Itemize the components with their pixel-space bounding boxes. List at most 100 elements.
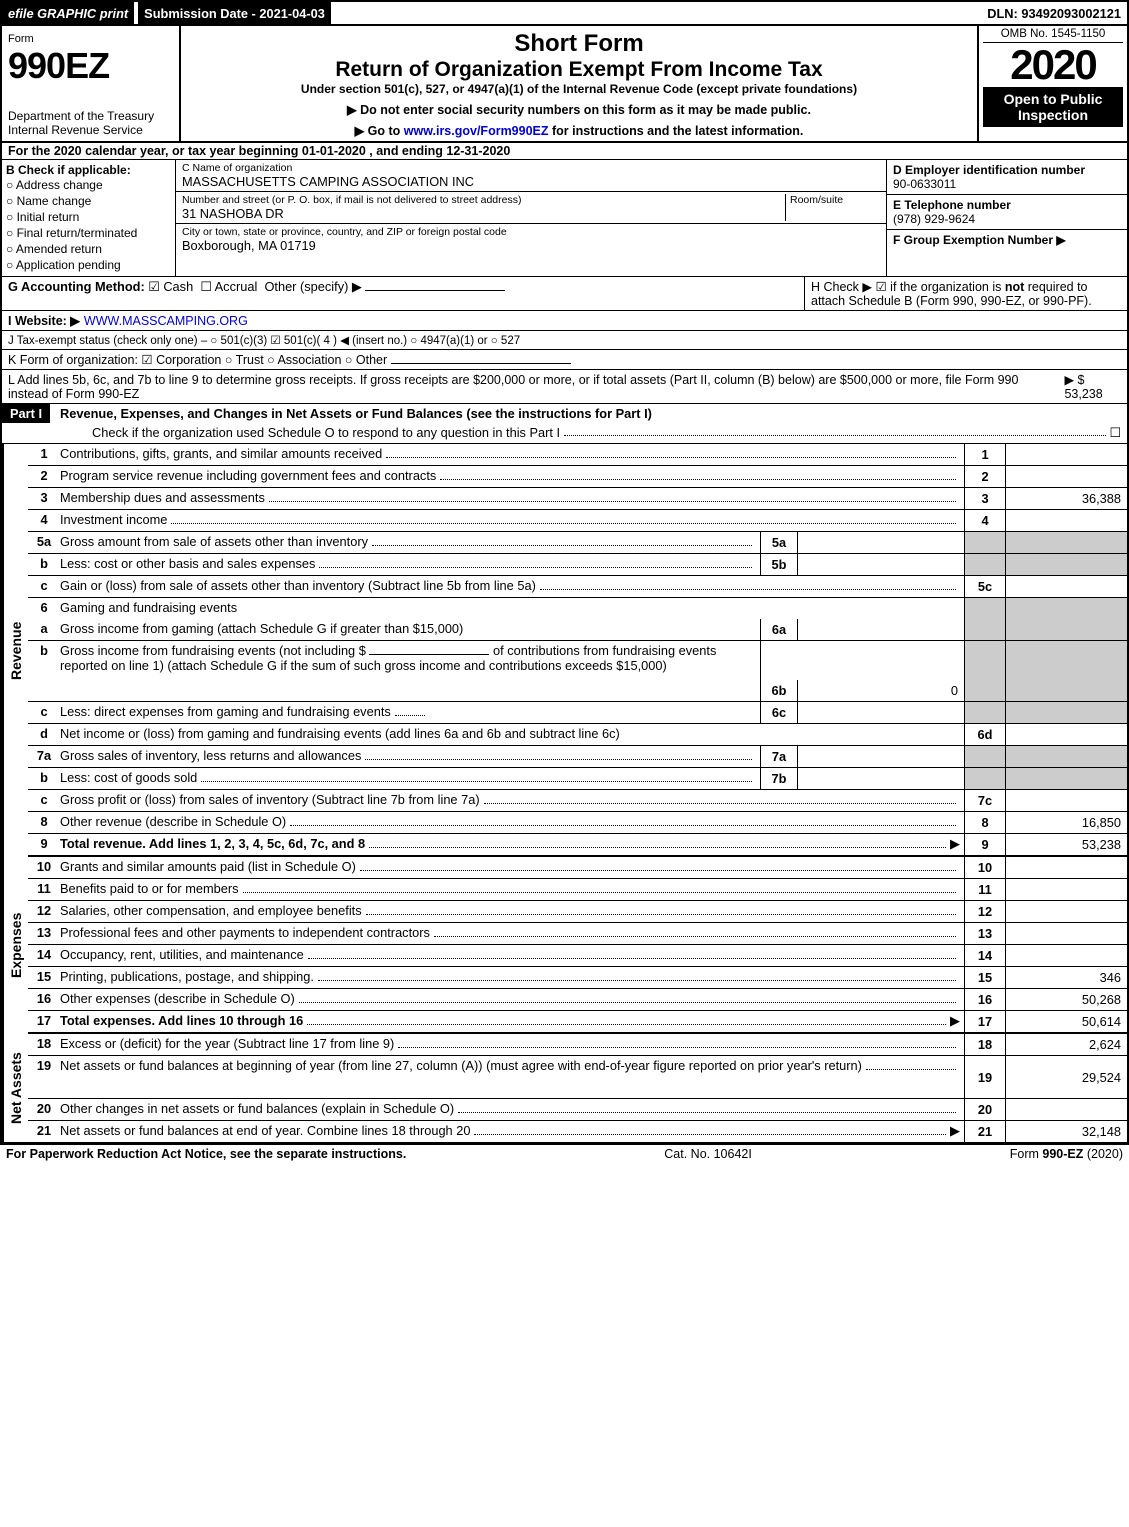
side-expenses: Expenses [2,857,28,1034]
form-number: 990EZ [8,45,109,86]
line-7a-sn: 7a [761,746,798,767]
goto-line: ▶ Go to www.irs.gov/Form990EZ for instru… [191,123,967,138]
line-7b-rn-shade [964,768,1005,789]
line-1-val [1005,444,1127,465]
line-19: 19 Net assets or fund balances at beginn… [28,1056,1127,1099]
line-11-desc: Benefits paid to or for members [60,881,239,896]
line-2-num: 2 [28,466,60,487]
line-6c-sv [798,702,964,723]
line-7c-desc: Gross profit or (loss) from sales of inv… [60,792,480,807]
line-6a-val-shade [1005,619,1127,640]
chk-initial-return[interactable]: Initial return [6,209,171,225]
line-6a: a Gross income from gaming (attach Sched… [28,619,1127,641]
chk-application-pending[interactable]: Application pending [6,257,171,273]
line-10-rn: 10 [964,857,1005,878]
line-6c-desc: Less: direct expenses from gaming and fu… [60,704,391,719]
line-6-desc: Gaming and fundraising events [60,600,237,615]
chk-address-change[interactable]: Address change [6,177,171,193]
line-9-val: 53,238 [1005,834,1127,855]
part-i-check-box[interactable]: ☐ [1110,425,1121,441]
line-21-desc: Net assets or fund balances at end of ye… [60,1123,470,1138]
irs-link[interactable]: www.irs.gov/Form990EZ [404,124,549,138]
part-i-check-text: Check if the organization used Schedule … [92,425,560,441]
submission-date: Submission Date - 2021-04-03 [136,2,331,24]
line-5b-sv [798,554,964,575]
line-5c-num: c [28,576,60,597]
line-6b-blank[interactable] [369,654,489,655]
line-11: 11 Benefits paid to or for members 11 [28,879,1127,901]
line-13-rn: 13 [964,923,1005,944]
g-accrual[interactable]: Accrual [200,279,257,294]
website-link[interactable]: WWW.MASSCAMPING.ORG [84,314,248,328]
line-8-rn: 8 [964,812,1005,833]
line-7c: c Gross profit or (loss) from sales of i… [28,790,1127,812]
open-public-inspection: Open to Public Inspection [983,87,1123,127]
line-5b-val-shade [1005,554,1127,575]
line-10-val [1005,857,1127,878]
line-9-num: 9 [28,834,60,855]
line-18: 18 Excess or (deficit) for the year (Sub… [28,1034,1127,1056]
line-3-desc: Membership dues and assessments [60,490,265,505]
line-6a-rn-shade [964,619,1005,640]
page-footer: For Paperwork Reduction Act Notice, see … [0,1144,1129,1163]
chk-amended-return[interactable]: Amended return [6,241,171,257]
g-cash[interactable]: Cash [148,279,193,294]
line-6a-sv [798,619,964,640]
line-8: 8 Other revenue (describe in Schedule O)… [28,812,1127,834]
line-7b: b Less: cost of goods sold 7b [28,768,1127,790]
chk-name-change[interactable]: Name change [6,193,171,209]
line-14-num: 14 [28,945,60,966]
dept-treasury: Department of the Treasury [8,109,173,123]
phone: (978) 929-9624 [893,212,975,226]
line-6a-sn: 6a [761,619,798,640]
line-9: 9 Total revenue. Add lines 1, 2, 3, 4, 5… [28,834,1127,857]
short-form-title: Short Form [191,30,967,58]
part-i-tab: Part I [2,404,50,423]
line-6c-rn-shade [964,702,1005,723]
line-5a-desc: Gross amount from sale of assets other t… [60,534,368,549]
street-address: 31 NASHOBA DR [182,206,284,221]
line-12-rn: 12 [964,901,1005,922]
line-13-val [1005,923,1127,944]
line-11-num: 11 [28,879,60,900]
d-label: D Employer identification number [893,163,1085,177]
l-text: L Add lines 5b, 6c, and 7b to line 9 to … [8,373,1056,401]
arrow-icon: ▶ [950,1013,960,1029]
line-15: 15 Printing, publications, postage, and … [28,967,1127,989]
footer-right-post: (2020) [1083,1147,1123,1161]
line-9-rn: 9 [964,834,1005,855]
return-title: Return of Organization Exempt From Incom… [191,58,967,82]
line-13-num: 13 [28,923,60,944]
line-7b-desc: Less: cost of goods sold [60,770,197,785]
row-gh: G Accounting Method: Cash Accrual Other … [0,277,1129,311]
line-12-num: 12 [28,901,60,922]
l-amount: ▶ $ 53,238 [1064,372,1121,401]
row-j: J Tax-exempt status (check only one) – ○… [0,331,1129,350]
k-other-blank[interactable] [391,363,571,364]
line-19-desc: Net assets or fund balances at beginning… [60,1058,862,1073]
line-5c-val [1005,576,1127,597]
line-7b-sv [798,768,964,789]
side-net-assets: Net Assets [2,1034,28,1142]
line-11-val [1005,879,1127,900]
line-11-rn: 11 [964,879,1005,900]
chk-final-return[interactable]: Final return/terminated [6,225,171,241]
line-1-num: 1 [28,444,60,465]
line-6c-sn: 6c [761,702,798,723]
line-6b-sn: 6b [761,680,798,701]
line-a: For the 2020 calendar year, or tax year … [0,143,1129,160]
footer-center: Cat. No. 10642I [664,1147,752,1161]
line-7b-sn: 7b [761,768,798,789]
line-6b-val-shade [1005,641,1127,701]
line-3-val: 36,388 [1005,488,1127,509]
line-6c: c Less: direct expenses from gaming and … [28,702,1127,724]
g-other[interactable]: Other (specify) ▶ [264,279,361,294]
line-12-val [1005,901,1127,922]
under-section: Under section 501(c), 527, or 4947(a)(1)… [191,82,967,96]
g-other-blank[interactable] [365,290,505,291]
c-label: C Name of organization [182,162,880,174]
line-19-num: 19 [28,1056,60,1098]
efile-button[interactable]: efile GRAPHIC print [2,2,134,24]
line-17-val: 50,614 [1005,1011,1127,1032]
line-15-rn: 15 [964,967,1005,988]
